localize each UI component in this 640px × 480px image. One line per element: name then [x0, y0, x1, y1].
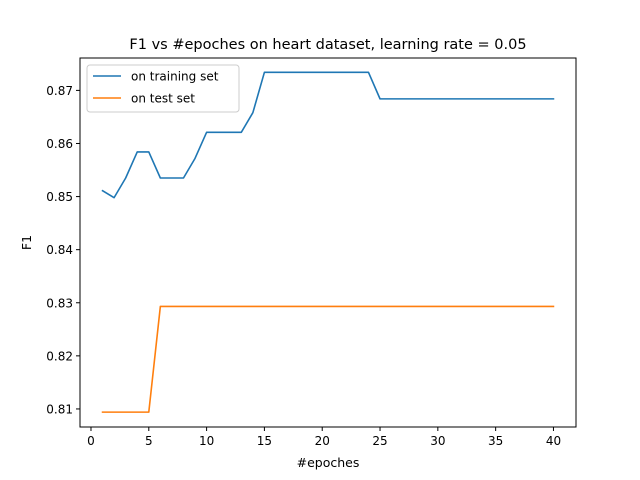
x-tick-label: 0 [87, 434, 95, 448]
y-tick-label: 0.85 [46, 190, 73, 204]
x-tick-label: 20 [315, 434, 330, 448]
y-tick-label: 0.82 [46, 349, 73, 363]
chart-title: F1 vs #epoches on heart dataset, learnin… [129, 37, 526, 53]
x-axis-label: #epoches [297, 455, 360, 470]
x-tick-label: 25 [372, 434, 387, 448]
series-layer [101, 71, 555, 413]
x-axis-ticks: 0 5 10 15 20 25 30 35 40 [87, 427, 561, 448]
x-tick-label: 30 [430, 434, 445, 448]
legend: on training set on test set [86, 64, 240, 113]
y-tick-label: 0.84 [46, 243, 73, 257]
plot-frame [79, 57, 577, 428]
legend-label-test: on test set [131, 92, 195, 106]
y-tick-label: 0.86 [46, 137, 73, 151]
series-line-1 [101, 305, 555, 413]
legend-box [86, 64, 240, 113]
y-tick-label: 0.87 [46, 84, 73, 98]
x-tick-label: 40 [546, 434, 561, 448]
y-axis-ticks: 0.81 0.82 0.83 0.84 0.85 0.86 0.87 [46, 84, 80, 416]
x-tick-label: 5 [145, 434, 153, 448]
series-line-0 [101, 71, 555, 199]
x-tick-label: 10 [199, 434, 214, 448]
x-tick-label: 15 [257, 434, 272, 448]
y-tick-label: 0.81 [46, 402, 73, 416]
y-axis-label: F1 [19, 235, 34, 250]
legend-label-training: on training set [131, 70, 219, 84]
y-tick-label: 0.83 [46, 296, 73, 310]
x-tick-label: 35 [488, 434, 503, 448]
